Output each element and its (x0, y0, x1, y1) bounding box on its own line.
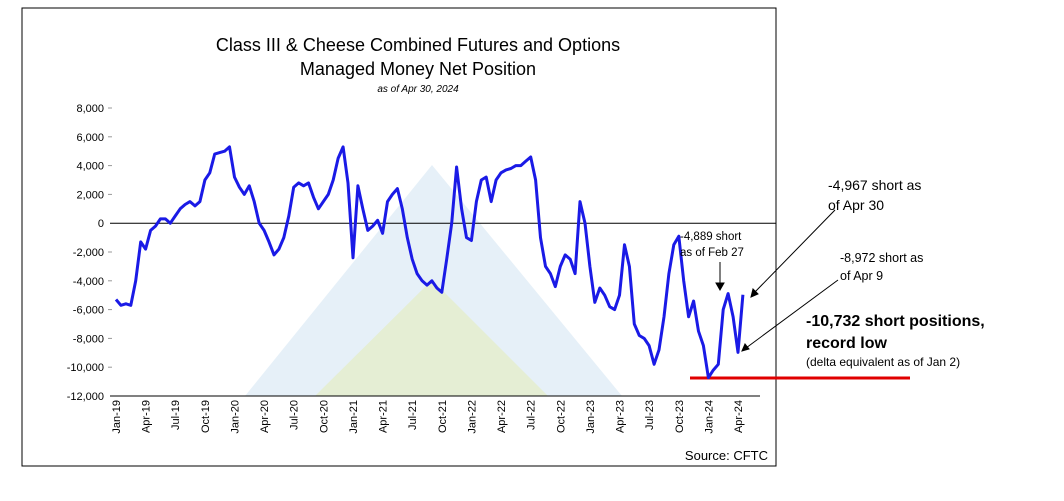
arrow-head (750, 288, 759, 298)
x-tick-label: Apr-24 (733, 400, 745, 433)
x-tick-label: Oct-21 (437, 400, 449, 433)
y-tick-label: 2,000 (76, 189, 104, 201)
x-tick-label: Jul-23 (644, 400, 656, 430)
x-tick-label: Jul-21 (407, 400, 419, 430)
watermark (315, 280, 548, 396)
annotation: -4,889 short (680, 231, 742, 243)
y-tick-label: -10,000 (67, 362, 104, 374)
y-tick-label: -8,000 (73, 333, 104, 345)
source: Source: CFTC (685, 448, 768, 463)
annotation: (delta equivalent as of Jan 2) (806, 355, 960, 369)
annotation: of Apr 30 (828, 197, 884, 213)
x-tick-label: Apr-22 (496, 400, 508, 433)
x-tick-label: Oct-20 (318, 400, 330, 433)
arrows (715, 209, 839, 352)
y-tick-label: -12,000 (67, 391, 104, 403)
x-tick-label: Jan-21 (348, 400, 360, 434)
y-tick-label: 8,000 (76, 103, 104, 115)
chart-subtitle: as of Apr 30, 2024 (377, 84, 459, 95)
x-tick-label: Jan-23 (585, 400, 597, 434)
x-tick-label: Jul-19 (170, 400, 182, 430)
y-tick-label: 0 (98, 218, 104, 230)
x-tick-label: Apr-23 (615, 400, 627, 433)
x-tick-label: Apr-21 (378, 400, 390, 433)
annotation: of Apr 9 (840, 269, 883, 283)
x-tick-label: Jan-22 (466, 400, 478, 434)
x-tick-label: Jul-22 (526, 400, 538, 430)
annotation: -8,972 short as (840, 251, 923, 265)
x-tick-label: Oct-19 (200, 400, 212, 433)
x-tick-label: Oct-23 (674, 400, 686, 433)
chart-title: Managed Money Net Position (300, 59, 536, 79)
x-tick-label: Oct-22 (555, 400, 567, 433)
y-tick-label: -2,000 (73, 247, 104, 259)
y-tick-label: -4,000 (73, 276, 104, 288)
x-tick-label: Jan-19 (111, 400, 123, 434)
annotation: record low (806, 335, 887, 352)
y-tick-label: -6,000 (73, 305, 104, 317)
annotation: -4,967 short as (828, 177, 921, 193)
x-tick-label: Apr-20 (259, 400, 271, 433)
chart-title: Class III & Cheese Combined Futures and … (216, 35, 620, 55)
x-tick-label: Jul-20 (289, 400, 301, 430)
arrow-head (741, 343, 750, 352)
arrow (745, 279, 839, 349)
annotation: -10,732 short positions, (806, 313, 985, 330)
x-tick-label: Jan-20 (229, 400, 241, 434)
line-series (114, 145, 745, 380)
x-tick-label: Jan-24 (703, 400, 715, 434)
x-tick-label: Apr-19 (141, 400, 153, 433)
arrow (753, 209, 836, 294)
arrow-head (715, 282, 725, 292)
y-tick-label: 6,000 (76, 132, 104, 144)
y-tick-label: 4,000 (76, 161, 104, 173)
annotation: as of Feb 27 (680, 247, 744, 259)
